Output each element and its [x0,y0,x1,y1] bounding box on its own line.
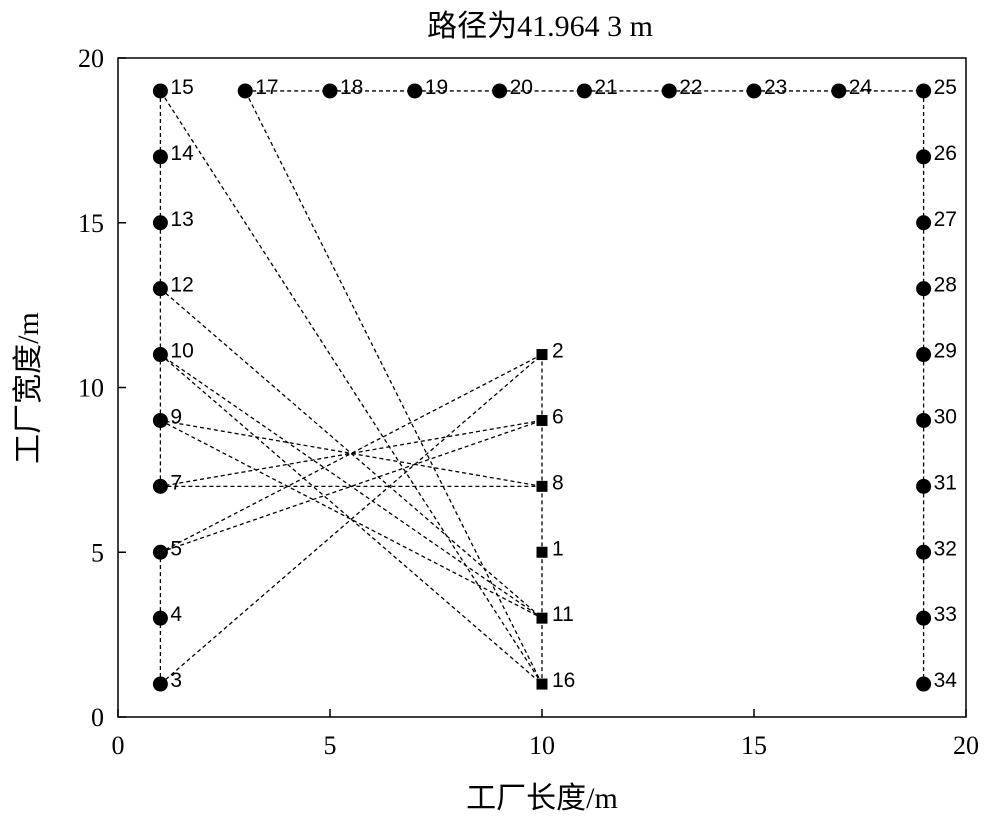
node-label-25: 25 [934,76,957,99]
node-label-17: 17 [255,76,278,99]
node-marker-square-1 [536,546,548,558]
node-marker-circle-23 [746,83,762,99]
node-label-32: 32 [934,537,957,560]
node-marker-circle-15 [152,83,168,99]
node-marker-circle-29 [916,347,932,363]
node-label-16: 16 [552,669,575,692]
node-label-22: 22 [679,76,702,99]
node-markers [152,83,932,692]
x-tick-label: 20 [953,731,979,760]
route-lines [159,90,925,685]
node-label-7: 7 [170,471,182,494]
node-marker-circle-24 [831,83,847,99]
node-label-28: 28 [934,274,957,297]
node-marker-circle-25 [916,83,932,99]
node-marker-circle-28 [916,281,932,297]
x-axis-title: 工厂长度/m [466,782,618,815]
node-label-10: 10 [170,340,193,363]
y-axis-title: 工厂宽度/m [12,312,45,464]
node-marker-circle-34 [916,676,932,692]
node-marker-circle-14 [152,149,168,165]
node-label-15: 15 [170,76,193,99]
node-marker-circle-31 [916,478,932,494]
route-segment [159,288,543,619]
node-marker-circle-22 [661,83,677,99]
node-label-29: 29 [934,340,957,363]
route-segment [244,90,543,685]
node-marker-circle-26 [916,149,932,165]
route-segment [160,419,543,619]
node-marker-circle-10 [152,347,168,363]
node-marker-circle-30 [916,412,932,428]
y-tick-label: 5 [91,538,104,567]
node-marker-circle-21 [576,83,592,99]
node-marker-circle-27 [916,215,932,231]
node-label-31: 31 [934,471,957,494]
node-label-24: 24 [849,76,873,99]
node-label-5: 5 [170,537,182,560]
node-marker-circle-5 [152,544,168,560]
route-segment [160,419,543,487]
node-label-1: 1 [552,537,564,560]
node-marker-circle-32 [916,544,932,560]
route-segment [159,354,543,685]
x-tick-label: 5 [324,731,337,760]
node-marker-circle-33 [916,610,932,626]
node-label-18: 18 [340,76,363,99]
node-marker-circle-19 [407,83,423,99]
route-segment [160,354,543,619]
node-marker-square-16 [536,678,548,690]
node-marker-square-6 [536,414,548,426]
node-marker-circle-18 [322,83,338,99]
node-marker-circle-3 [152,676,168,692]
route-segment [160,419,543,487]
node-marker-square-11 [536,612,548,624]
node-label-20: 20 [510,76,533,99]
chart-title: 路径为41.964 3 m [427,10,653,43]
y-tick-label: 0 [91,703,104,732]
y-tick-label: 10 [78,374,104,403]
node-label-30: 30 [934,405,957,428]
y-tick-label: 15 [78,209,104,238]
node-marker-circle-12 [152,281,168,297]
x-tick-label: 10 [529,731,555,760]
node-marker-circle-20 [492,83,508,99]
node-marker-circle-17 [237,83,253,99]
node-marker-circle-7 [152,478,168,494]
node-label-34: 34 [934,669,958,692]
x-tick-label: 0 [112,731,125,760]
node-label-33: 33 [934,603,957,626]
node-label-9: 9 [170,405,182,428]
node-label-11: 11 [552,603,574,626]
node-label-26: 26 [934,142,957,165]
node-label-6: 6 [552,405,564,428]
node-marker-square-2 [536,349,548,361]
x-tick-label: 15 [741,731,767,760]
node-label-4: 4 [170,603,182,626]
node-label-21: 21 [594,76,617,99]
node-label-12: 12 [170,274,193,297]
node-label-23: 23 [764,76,787,99]
node-marker-circle-13 [152,215,168,231]
node-marker-circle-4 [152,610,168,626]
node-label-8: 8 [552,471,564,494]
node-label-27: 27 [934,208,957,231]
route-segment [160,419,543,553]
node-label-13: 13 [170,208,193,231]
y-tick-label: 20 [78,44,104,73]
node-label-14: 14 [170,142,194,165]
node-label-19: 19 [425,76,448,99]
route-segment [160,353,543,553]
node-label-3: 3 [170,669,182,692]
node-marker-square-8 [536,480,548,492]
node-label-2: 2 [552,340,564,363]
node-marker-circle-9 [152,412,168,428]
route-segment [159,90,543,685]
